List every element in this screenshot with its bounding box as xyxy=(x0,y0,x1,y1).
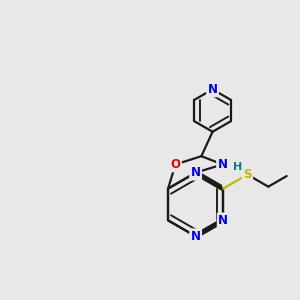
Text: O: O xyxy=(170,158,181,171)
Text: N: N xyxy=(208,83,218,96)
Text: H: H xyxy=(233,162,242,172)
Text: N: N xyxy=(218,214,228,227)
Text: N: N xyxy=(218,158,228,171)
Text: N: N xyxy=(190,166,201,179)
Text: N: N xyxy=(190,230,201,243)
Text: S: S xyxy=(243,168,252,181)
